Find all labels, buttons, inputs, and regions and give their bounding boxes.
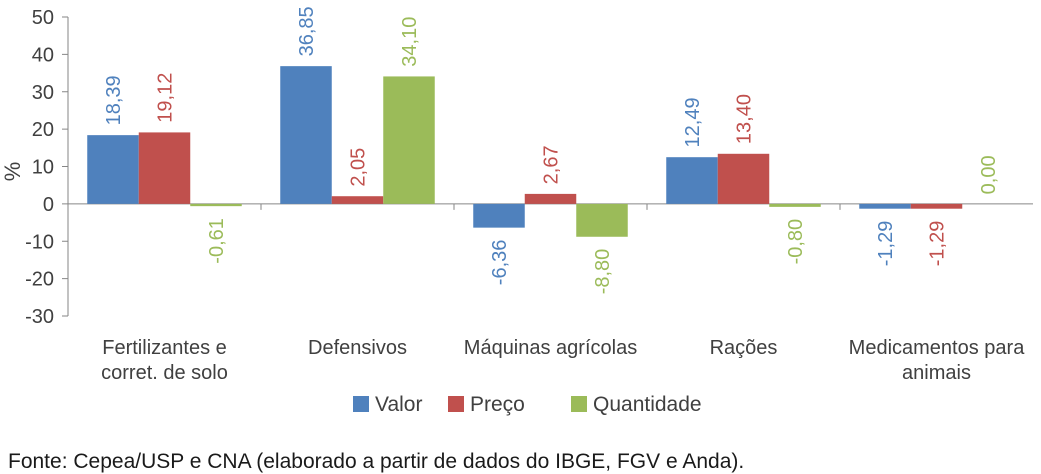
y-tick-label: 40 [32, 44, 54, 66]
data-label: 0,00 [978, 155, 1000, 194]
data-label: 34,10 [399, 17, 421, 67]
bar-valor [473, 203, 525, 228]
data-label: 12,49 [682, 97, 704, 147]
bar-quantidade [576, 203, 628, 237]
y-tick-label: 0 [43, 194, 54, 216]
data-label: 36,85 [296, 6, 318, 56]
data-label: -8,80 [592, 249, 614, 295]
y-tick-label: -30 [25, 306, 54, 328]
data-label: 18,39 [103, 75, 125, 125]
legend-label: Valor [375, 393, 422, 416]
bar-valor [666, 157, 718, 204]
data-label: -1,29 [875, 221, 897, 267]
data-label: 19,12 [155, 73, 177, 123]
x-category-label: animais [902, 362, 971, 384]
data-label: 13,40 [734, 94, 756, 144]
bar-valor [87, 135, 139, 204]
data-label: -1,29 [927, 221, 949, 267]
legend-swatch-quantidade [571, 396, 587, 412]
bar-quantidade [190, 203, 242, 207]
data-label: 2,05 [348, 148, 370, 187]
legend-label: Quantidade [593, 393, 702, 416]
y-tick-label: 10 [32, 157, 54, 179]
legend-swatch-preço [448, 396, 464, 412]
legend-swatch-valor [353, 396, 369, 412]
bar-quantidade [769, 203, 821, 207]
y-tick-label: 20 [32, 119, 54, 141]
bar-chart: 50 40 30 20 10 0 -10 -20 -30% Fertilizantes e corr… [0, 6, 1033, 416]
bar-preço [910, 203, 963, 209]
x-category-label: corret. de solo [101, 362, 228, 384]
data-label: 2,67 [541, 145, 563, 184]
y-tick-label: 30 [32, 82, 54, 104]
y-tick-label: -20 [25, 269, 54, 291]
y-tick-label: -10 [25, 231, 54, 253]
data-label: -0,80 [785, 219, 807, 265]
chart-legend: Valor Preço Quantidade [353, 393, 702, 416]
bar-valor [859, 203, 911, 209]
bar-quantidade [383, 76, 435, 204]
bar-preço [331, 196, 384, 204]
x-category-label: Medicamentos para [849, 337, 1026, 359]
data-label: -0,61 [206, 218, 228, 264]
x-category-label: Fertilizantes e [102, 337, 227, 359]
bar-valor [280, 66, 332, 204]
data-label: -6,36 [489, 240, 511, 286]
chart-bars [87, 66, 963, 237]
y-tick-label: 50 [32, 7, 54, 29]
y-axis-title: % [0, 162, 25, 182]
bar-preço [717, 153, 770, 204]
bar-preço [524, 193, 577, 204]
legend-label: Preço [470, 393, 525, 416]
chart-data-labels: 18,39 19,12 -0,61 36,85 2,05 34,10 -6,36 2,67 -8… [103, 6, 1000, 294]
x-category-label: Defensivos [308, 337, 407, 359]
x-category-label: Rações [710, 337, 778, 359]
x-category-label: Máquinas agrícolas [464, 337, 637, 359]
source-note: Fonte: Cepea/USP e CNA (elaborado a part… [8, 450, 745, 473]
bar-preço [138, 132, 191, 204]
